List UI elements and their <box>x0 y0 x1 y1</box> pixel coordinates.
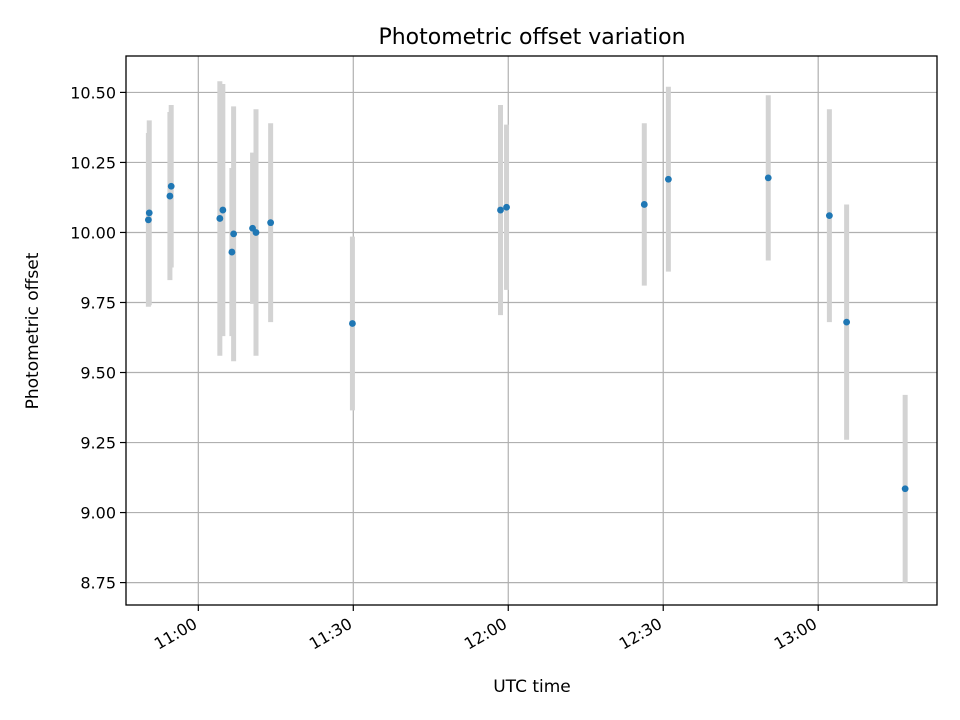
data-point <box>640 201 648 208</box>
data-point <box>664 175 672 183</box>
data-point <box>145 209 153 217</box>
data-point <box>252 229 260 236</box>
data-point <box>349 320 356 327</box>
y-tick-label: 10.25 <box>70 153 116 172</box>
y-tick-label: 10.00 <box>70 223 116 242</box>
y-tick-label: 9.50 <box>80 364 116 383</box>
data-point <box>901 485 909 493</box>
y-tick-label: 10.50 <box>70 83 116 102</box>
y-tick-label: 8.75 <box>80 574 116 593</box>
data-point <box>267 219 275 227</box>
y-tick-label: 9.00 <box>80 504 116 523</box>
grid <box>126 56 937 605</box>
data-point <box>216 215 224 222</box>
data-point <box>825 212 833 220</box>
data-point <box>764 174 772 182</box>
data-point <box>228 248 236 256</box>
data-point <box>843 318 851 326</box>
data-point <box>503 203 510 211</box>
data-points <box>144 174 909 493</box>
y-axis-label: Photometric offset <box>23 252 43 409</box>
x-axis-label: UTC time <box>493 677 571 697</box>
y-tick-label: 9.75 <box>80 293 116 312</box>
data-point <box>497 206 504 214</box>
y-axis-ticks: 8.75 9.00 9.25 9.50 9.75 10.00 10.25 10.50 <box>70 83 126 593</box>
y-tick-label: 9.25 <box>80 434 116 453</box>
data-point <box>230 230 238 238</box>
data-point <box>166 192 174 200</box>
data-point <box>219 206 227 214</box>
plot-frame <box>125 55 938 606</box>
chart-title: Photometric offset variation <box>378 25 685 50</box>
data-point <box>167 182 175 190</box>
data-point <box>144 216 152 224</box>
